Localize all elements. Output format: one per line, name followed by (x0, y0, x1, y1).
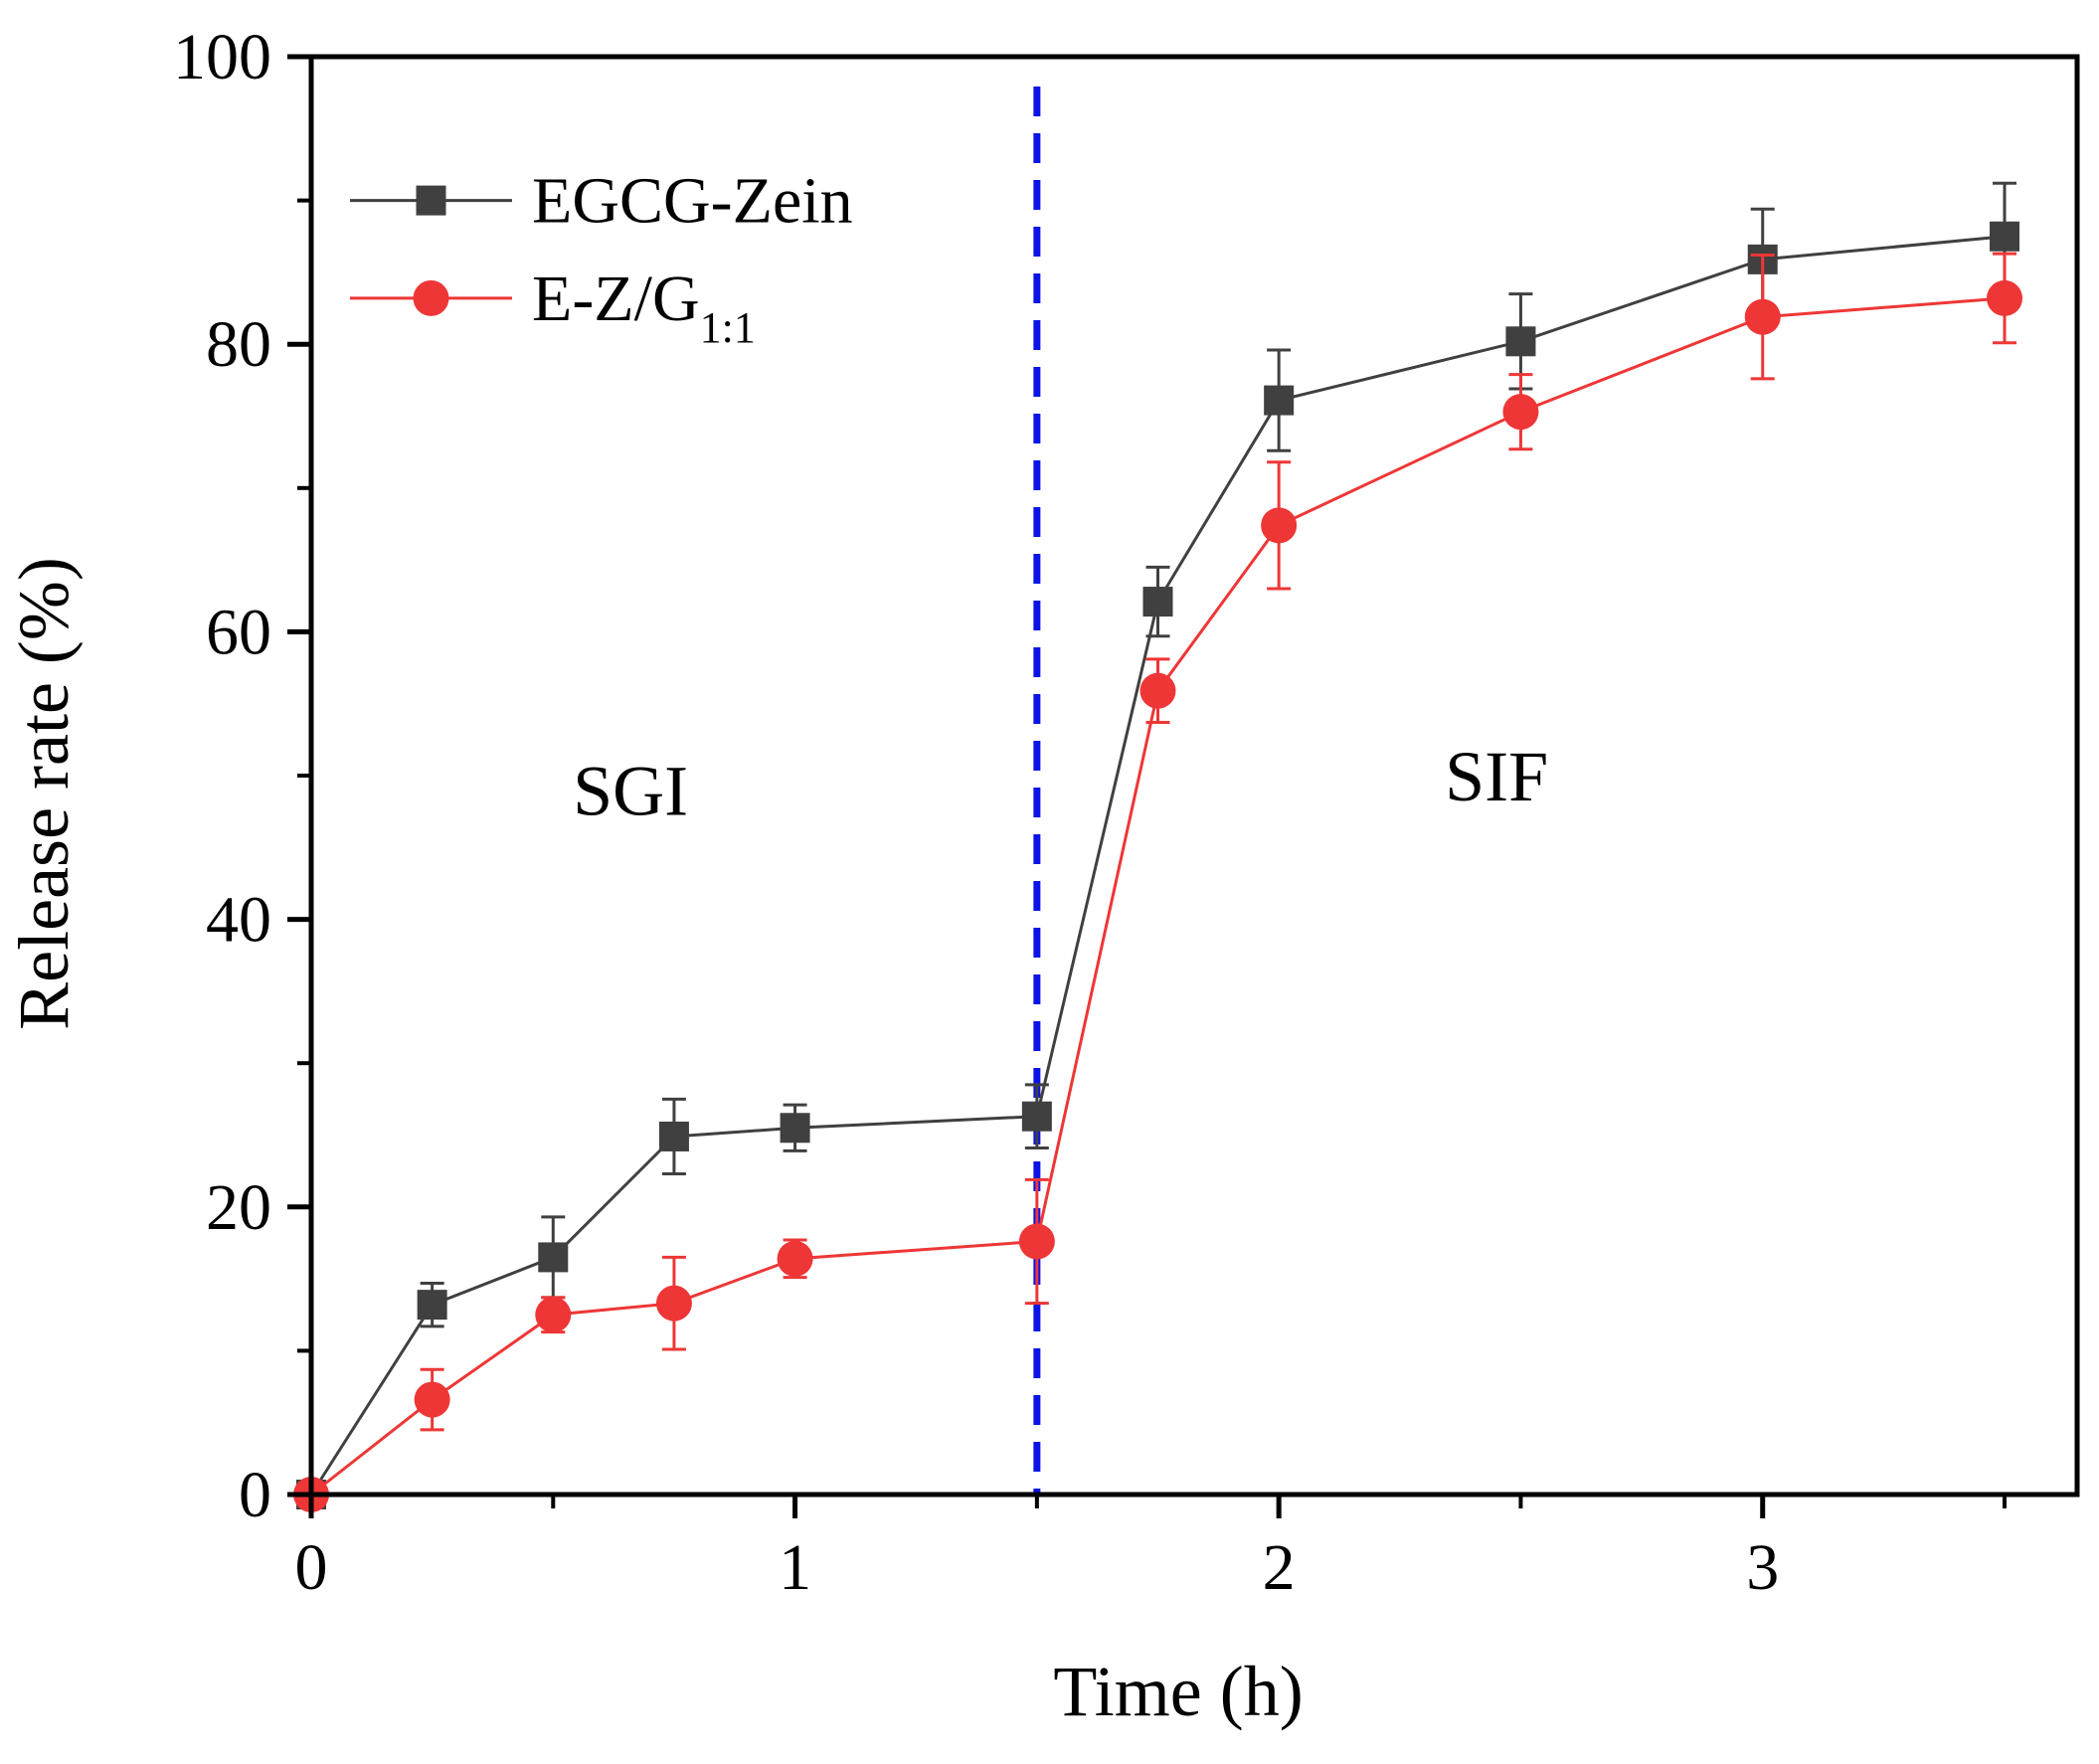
data-point-ezg (1261, 507, 1298, 544)
legend-label-ezg-main: E-Z/G (532, 263, 700, 335)
y-tick-label: 60 (206, 596, 271, 668)
legend-marker-ezg (413, 279, 449, 316)
data-point-ezg (414, 1381, 450, 1418)
x-tick-label: 0 (295, 1531, 328, 1604)
data-point-egcg-zein (417, 1290, 447, 1321)
y-tick-label: 80 (206, 308, 271, 381)
data-point-egcg-zein (1142, 587, 1173, 617)
data-point-ezg (1744, 298, 1781, 335)
data-point-egcg-zein (538, 1242, 569, 1273)
legend: EGCG-Zein E-Z/G1:1 (350, 165, 853, 352)
data-point-ezg (1987, 279, 2023, 316)
data-point-egcg-zein (1505, 326, 1536, 357)
plot-marks (293, 87, 2023, 1512)
annotation-sif: SIF (1445, 737, 1548, 816)
data-point-egcg-zein (1264, 385, 1295, 416)
data-point-egcg-zein (658, 1121, 689, 1151)
data-point-egcg-zein (1990, 221, 2020, 252)
series-ezg (293, 252, 2023, 1512)
legend-label-ezg-subscript: 1:1 (700, 303, 756, 352)
x-tick-label: 1 (779, 1531, 811, 1604)
axis-ticks: 0 1 2 3 0 20 40 60 80 100 (173, 21, 2008, 1604)
x-tick-label: 3 (1746, 1531, 1779, 1604)
data-point-egcg-zein (1021, 1101, 1052, 1132)
annotation-sgi: SGI (573, 751, 688, 830)
y-axis-title: Release rate (%) (4, 557, 84, 1030)
x-tick-label: 2 (1263, 1531, 1296, 1604)
data-point-ezg (1502, 394, 1539, 431)
data-point-ezg (535, 1297, 572, 1333)
data-point-ezg (1018, 1223, 1055, 1260)
data-point-ezg (1139, 672, 1176, 709)
data-point-egcg-zein (780, 1113, 810, 1144)
y-tick-label: 0 (239, 1459, 271, 1531)
legend-label-egcg-zein: EGCG-Zein (532, 165, 853, 238)
legend-label-egcg-zein-main: EGCG-Zein (532, 165, 853, 238)
y-tick-label: 40 (206, 884, 271, 957)
data-point-ezg (655, 1285, 692, 1322)
legend-marker-egcg-zein (416, 185, 446, 216)
y-tick-label: 100 (173, 21, 271, 93)
y-tick-label: 20 (206, 1171, 271, 1244)
data-point-ezg (777, 1240, 813, 1277)
x-axis-title: Time (h) (1053, 1652, 1303, 1731)
legend-label-ezg: E-Z/G1:1 (532, 263, 756, 352)
